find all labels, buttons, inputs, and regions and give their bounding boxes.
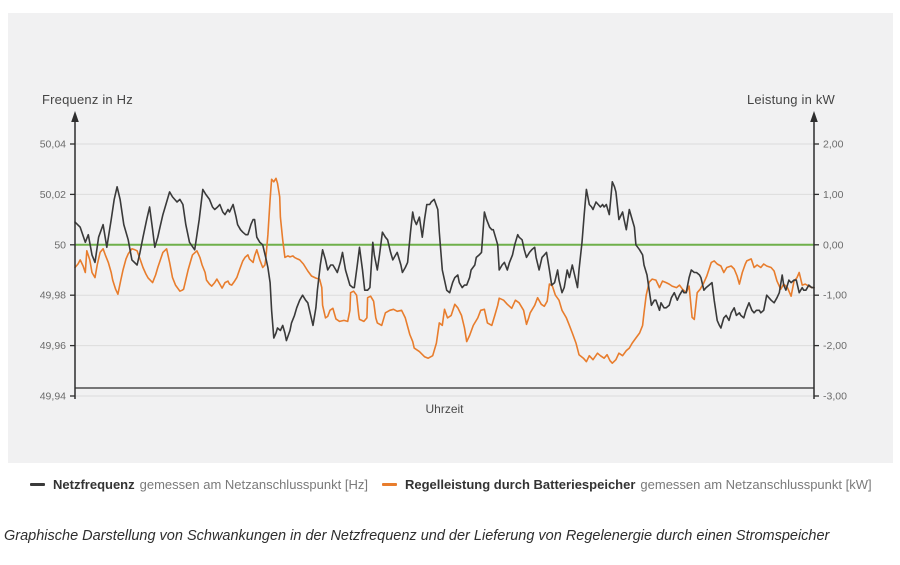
netzfrequenz-line — [74, 181, 815, 342]
chart-legend: Netzfrequenz gemessen am Netzanschlusspu… — [30, 477, 872, 492]
legend-label-bold: Regelleistung durch Batteriespeicher — [404, 477, 636, 492]
y-tick-label-right: 2,00 — [823, 139, 844, 151]
left-axis-title: Frequenz in Hz — [42, 92, 133, 107]
y-tick-label-right: 0,00 — [823, 239, 844, 251]
up-arrow-icon-left — [71, 111, 79, 122]
y-tick-label-right: -1,00 — [823, 290, 847, 302]
frequency-power-line-chart: 50,04 50,02 50 49,98 49,96 49,94 2,00 1,00 0,00 -… — [40, 111, 847, 403]
regelleistung-dash-icon — [381, 483, 397, 486]
netzfrequenz-dash-icon — [30, 483, 45, 486]
figure-caption: Graphische Darstellung von Schwankungen … — [4, 528, 830, 544]
legend-item-regelleistung: Regelleistung durch Batteriespeicher gem… — [381, 477, 872, 492]
regelleistung-line — [74, 177, 815, 365]
y-tick-label-left: 50,04 — [40, 139, 66, 151]
chart-panel: Frequenz in Hz Leistung in kW 50,04 50,02… — [8, 13, 893, 463]
y-tick-label-left: 50 — [54, 239, 66, 251]
y-tick-label-left: 49,96 — [40, 340, 66, 352]
x-axis-title: Uhrzeit — [425, 402, 464, 416]
y-tick-label-right: 1,00 — [823, 189, 844, 201]
up-arrow-icon-right — [810, 111, 818, 122]
legend-label-rest: gemessen am Netzanschlusspunkt [Hz] — [139, 477, 368, 492]
y-tick-label-right: -3,00 — [823, 391, 847, 403]
legend-label-rest: gemessen am Netzanschlusspunkt [kW] — [640, 477, 872, 492]
legend-item-netzfrequenz: Netzfrequenz gemessen am Netzanschlusspu… — [30, 477, 368, 492]
right-axis-title: Leistung in kW — [746, 92, 835, 107]
y-tick-label-left: 49,98 — [40, 290, 66, 302]
y-tick-label-left: 50,02 — [40, 189, 66, 201]
legend-label-bold: Netzfrequenz — [53, 477, 135, 492]
y-tick-label-left: 49,94 — [40, 391, 66, 403]
y-tick-label-right: -2,00 — [823, 340, 847, 352]
